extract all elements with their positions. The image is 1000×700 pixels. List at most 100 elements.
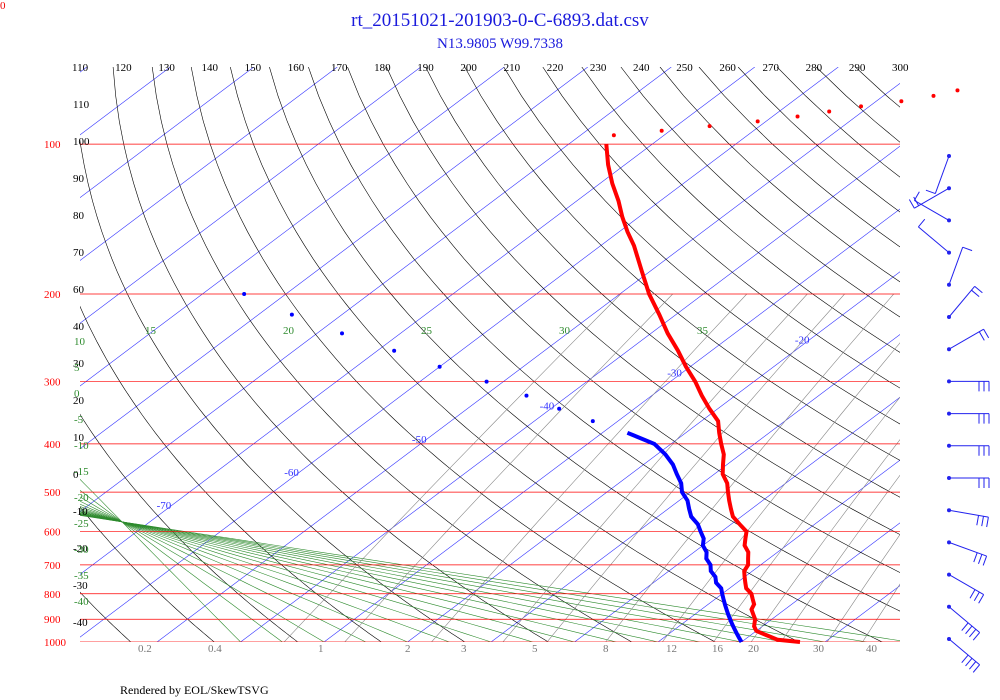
wind-barb-feather: [908, 199, 915, 209]
moist-adiabat-label: 35: [697, 325, 709, 337]
dewpoint-point: [590, 419, 595, 424]
dry-adiabat-lines: [80, 67, 900, 642]
isotherm-lines: [80, 67, 900, 642]
isotherm-line: [80, 67, 421, 324]
temperature-point: [899, 99, 904, 104]
wind-barb-staff: [914, 199, 950, 221]
theta-tick-label: 290: [849, 62, 866, 74]
wind-barb-staff: [948, 286, 976, 318]
moist-adiabat-label: -25: [74, 518, 89, 530]
moist-adiabat-line: [80, 490, 283, 642]
wind-barb: [947, 637, 981, 673]
temperature-point: [795, 114, 800, 119]
moist-adiabat-line: [80, 512, 700, 642]
moist-adiabat-label: -15: [74, 466, 89, 478]
dewpoint-point: [484, 379, 489, 384]
mixing-ratio-label: 8: [603, 643, 609, 655]
pressure-tick-label: 600: [44, 527, 61, 539]
isotherm-line: [80, 67, 338, 261]
mixing-ratio-label: 12: [666, 643, 677, 655]
theta-tick-label: 250: [676, 62, 693, 74]
isotherm-line: [824, 585, 900, 642]
moist-adiabat-label: 10: [74, 336, 86, 348]
wind-barb: [947, 328, 990, 352]
isotherm-line: [657, 459, 900, 642]
isobar-lines: [80, 143, 900, 642]
theta-tick-label: 150: [245, 62, 262, 74]
isotherm-label: -40: [540, 401, 555, 413]
theta-tick-label: 210: [504, 62, 521, 74]
dry-adiabat-line: [542, 67, 900, 389]
moist-adiabat-line: [80, 511, 617, 642]
chart-subtitle: N13.9805 W99.7338: [437, 36, 563, 52]
pressure-tick-label: 400: [44, 439, 61, 451]
dry-adiabat-line: [80, 138, 466, 642]
dry-adiabat-label: -40: [73, 617, 88, 629]
theta-tick-label: 280: [806, 62, 823, 74]
wind-barb: [947, 443, 990, 456]
theta-tick-label: 230: [590, 62, 607, 74]
wind-barb-feather: [965, 625, 973, 635]
moist-adiabat-line: [80, 515, 900, 641]
mixing-ratio-label: 0.4: [208, 643, 222, 655]
wind-barb-feather: [965, 657, 973, 667]
wind-barb-staff: [948, 247, 964, 285]
theta-tick-label: 170: [331, 62, 348, 74]
theta-tick-label: 260: [719, 62, 736, 74]
bottom-isotherm-label: 30: [813, 643, 825, 655]
theta-tick-label: 130: [158, 62, 175, 74]
wind-barb-feather: [973, 591, 980, 602]
sounding-series: [242, 88, 960, 644]
temperature-point: [827, 109, 832, 114]
pressure-tick-label: 800: [44, 589, 61, 601]
isotherm-label: -30: [667, 367, 682, 379]
wind-barb-feather: [977, 554, 983, 564]
temperature-point: [955, 88, 960, 93]
isotherm-line: [323, 208, 900, 642]
temperature-point: [611, 133, 616, 138]
theta-tick-label: 190: [417, 62, 434, 74]
wind-barb: [947, 604, 981, 641]
pressure-tick-label: 900: [44, 614, 61, 626]
corner-label: 0: [0, 0, 6, 12]
wind-barb-staff: [948, 638, 980, 666]
temperature-point: [659, 128, 664, 133]
dewpoint-point: [437, 364, 442, 369]
footer-credit: Rendered by EOL/SkewTSVG: [120, 683, 269, 697]
wind-barb-staff: [948, 509, 989, 518]
wind-barb-feather: [962, 246, 973, 252]
bottom-isotherm-label: 40: [866, 643, 878, 655]
isotherm-line: [156, 83, 900, 642]
isotherm-line: [80, 67, 839, 638]
wind-barbs: [908, 154, 990, 673]
theta-tick-label: 220: [547, 62, 564, 74]
mixing-ratio-line: [502, 293, 808, 642]
wind-barb: [947, 411, 990, 424]
pressure-tick-label: 100: [44, 139, 61, 151]
theta-tick-label: 270: [763, 62, 780, 74]
moist-adiabat-line: [80, 513, 742, 642]
isotherm-line: [80, 67, 755, 575]
moist-adiabat-label: 25: [421, 325, 433, 337]
moist-adiabat-line: [80, 512, 659, 642]
wind-barb: [947, 379, 990, 392]
wind-barb-staff: [948, 541, 987, 557]
pressure-tick-label: 700: [44, 560, 61, 572]
wind-barb-feather: [961, 654, 969, 664]
dry-adiabat-line: [112, 67, 549, 642]
wind-barb: [947, 508, 989, 528]
wind-barb-feather: [973, 552, 978, 563]
wind-barb: [925, 154, 951, 195]
dry-adiabat-label: 30: [73, 358, 85, 370]
wind-barb-feather: [974, 285, 983, 294]
mixing-ratio-line: [431, 293, 748, 642]
dry-adiabat-line: [230, 67, 800, 642]
isotherm-line: [240, 145, 900, 642]
dry-adiabat-line: [503, 67, 900, 425]
wind-barb-staff: [914, 187, 950, 209]
dry-adiabat-line: [80, 413, 299, 642]
wind-barb-feather: [925, 189, 936, 195]
temperature-line: [604, 143, 801, 644]
wind-barb-feather: [981, 516, 984, 527]
moist-adiabat-label: 5: [74, 362, 80, 374]
